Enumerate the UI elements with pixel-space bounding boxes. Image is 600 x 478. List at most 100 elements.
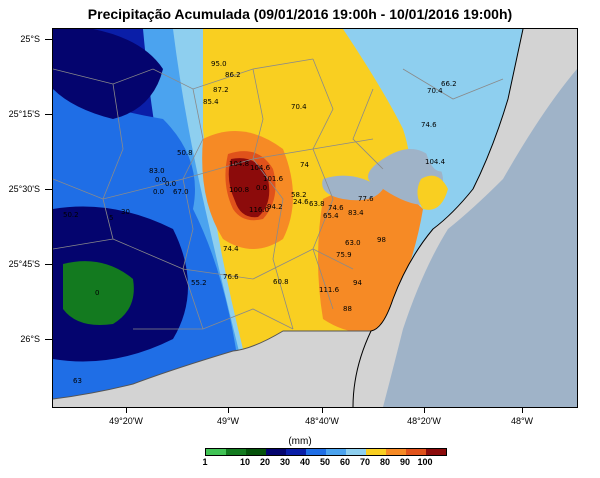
map-title: Precipitação Acumulada (09/01/2016 19:00… xyxy=(87,6,513,22)
station-value: 100.8 xyxy=(229,186,249,194)
colorbar-segment xyxy=(286,449,306,455)
station-value: 65.4 xyxy=(323,212,339,220)
lat-label: 26°S xyxy=(20,334,40,344)
colorbar-segment xyxy=(266,449,286,455)
station-value: 101.6 xyxy=(263,175,284,183)
station-value: 5 xyxy=(109,214,113,222)
colorbar-tick-label: 60 xyxy=(339,457,351,467)
station-value: 74.6 xyxy=(328,204,344,212)
station-value: 0.0 xyxy=(256,184,267,192)
lon-tick xyxy=(228,407,229,413)
colorbar-segment xyxy=(406,449,426,455)
island xyxy=(417,175,448,210)
lon-label: 49°W xyxy=(216,416,240,426)
station-value: 66.2 xyxy=(441,80,457,88)
station-value: 95.0 xyxy=(211,60,227,68)
colorbar-segment xyxy=(306,449,326,455)
station-value: 63.8 xyxy=(309,200,325,208)
colorbar-segment xyxy=(226,449,246,455)
colorbar-tick-label: 10 xyxy=(239,457,251,467)
station-value: 94.2 xyxy=(267,203,283,211)
colorbar-segment xyxy=(386,449,406,455)
station-value: 87.2 xyxy=(213,86,229,94)
station-value: 58.2 xyxy=(291,191,307,199)
lon-tick xyxy=(126,407,127,413)
coastline xyxy=(352,29,524,407)
lat-label: 25°S xyxy=(20,34,40,44)
lon-tick xyxy=(522,407,523,413)
colorbar-tick-label: 50 xyxy=(319,457,331,467)
lon-tick xyxy=(322,407,323,413)
lon-label: 48°20'W xyxy=(407,416,441,426)
station-value: 77.6 xyxy=(358,195,374,203)
colorbar-ticks: 1 10 20 30 40 50 60 70 80 90 100 xyxy=(202,457,445,469)
station-value: 116.0 xyxy=(249,206,269,214)
colorbar-segment xyxy=(206,449,226,455)
lat-tick xyxy=(45,339,52,340)
station-value: 63 xyxy=(73,377,82,385)
station-value: 75.9 xyxy=(336,251,352,259)
lon-tick xyxy=(424,407,425,413)
station-value: 63.0 xyxy=(345,239,361,247)
station-value: 70.4 xyxy=(427,87,443,95)
colorbar-tick-label: 1 xyxy=(202,457,208,467)
station-value: 60.8 xyxy=(273,278,289,286)
colorbar-tick-label: 80 xyxy=(379,457,391,467)
colorbar-segment xyxy=(346,449,366,455)
stations-layer: 95.086.287.285.470.466.270.474.6104.450.… xyxy=(63,60,457,385)
station-value: 74.4 xyxy=(223,245,239,253)
island xyxy=(425,128,457,172)
unit-label: (mm) xyxy=(288,436,312,447)
colorbar xyxy=(205,448,447,456)
station-value: 50.2 xyxy=(63,211,79,219)
station-value: 104.6 xyxy=(250,164,271,172)
station-value: 67.0 xyxy=(173,188,189,196)
station-value: 83.0 xyxy=(149,167,165,175)
lon-label: 48°40'W xyxy=(305,416,339,426)
station-value: 0.0 xyxy=(153,188,164,196)
station-value: 83.4 xyxy=(348,209,364,217)
colorbar-tick-label: 40 xyxy=(299,457,311,467)
lon-label: 48°W xyxy=(510,416,534,426)
colorbar-tick-label: 100 xyxy=(417,457,433,467)
colorbar-tick-label: 20 xyxy=(259,457,271,467)
lat-tick xyxy=(45,39,52,40)
colorbar-tick-label: 30 xyxy=(279,457,291,467)
colorbar-segment xyxy=(366,449,386,455)
colorbar-segment xyxy=(326,449,346,455)
bay xyxy=(322,175,383,201)
station-value: 74.6 xyxy=(421,121,437,129)
lat-label: 25°45'S xyxy=(8,259,40,269)
station-value: 85.4 xyxy=(203,98,219,106)
lat-tick xyxy=(45,114,52,115)
colorbar-segment xyxy=(426,449,446,455)
lat-label: 25°15'S xyxy=(8,109,40,119)
lat-tick xyxy=(45,264,52,265)
county-borders xyxy=(53,58,504,330)
lat-tick xyxy=(45,189,52,190)
station-value: 98 xyxy=(377,236,386,244)
station-value: 55.2 xyxy=(191,279,207,287)
station-value: 0.0 xyxy=(155,176,166,184)
station-value: 24.6 xyxy=(293,198,309,206)
station-value: 94 xyxy=(353,279,362,287)
station-value: 0 xyxy=(95,289,99,297)
state-border xyxy=(53,330,371,400)
station-value: 76.6 xyxy=(223,273,239,281)
lat-label: 25°30'S xyxy=(8,184,40,194)
station-value: 111.6 xyxy=(319,286,340,294)
station-value: 70.4 xyxy=(291,103,307,111)
station-value: 88 xyxy=(343,305,352,313)
station-value: 74 xyxy=(300,161,309,169)
colorbar-tick-label: 70 xyxy=(359,457,371,467)
station-value: 50.8 xyxy=(177,149,193,157)
lon-label: 49°20'W xyxy=(109,416,143,426)
station-value: 104.4 xyxy=(425,158,446,166)
station-value: 0.0 xyxy=(165,180,176,188)
station-value: 104.8 xyxy=(229,160,249,168)
colorbar-segment xyxy=(246,449,266,455)
colorbar-tick-label: 90 xyxy=(399,457,411,467)
station-value: 86.2 xyxy=(225,71,241,79)
precipitation-map[interactable]: 95.0 86.2 87.2 85.4 70.4 66.2 70.4 74.6 104.4 50.… xyxy=(52,28,578,408)
station-value: 30 xyxy=(121,208,130,216)
